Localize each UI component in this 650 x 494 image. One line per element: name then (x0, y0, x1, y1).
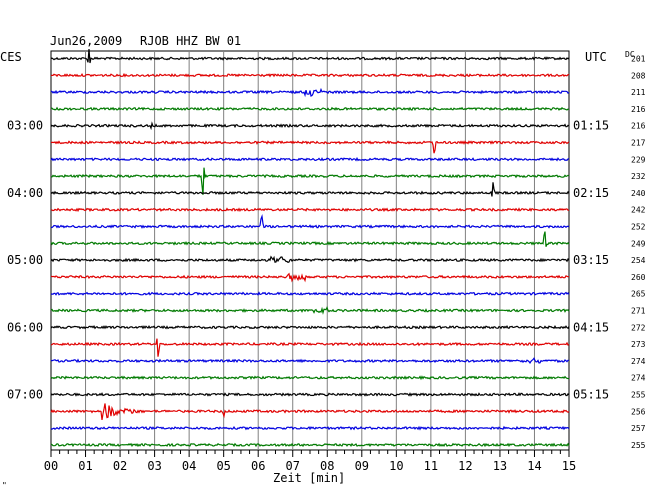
x-axis-label: Zeit [min] (273, 471, 345, 485)
header-station: RJOB HHZ BW 01 (140, 34, 241, 48)
left-time-label: 03:00 (7, 119, 43, 133)
trace-row-13 (50, 272, 570, 283)
trace-row-8 (50, 182, 570, 197)
dc-offset-label: 257 (631, 424, 646, 433)
x-tick-label: 07 (286, 459, 300, 473)
time-labels: 03:00 04:00 05:00 06:00 07:00 01:15 02:15 03:15… (7, 119, 609, 402)
trace-row-10 (50, 214, 570, 229)
x-axis-ticks: 00 01 02 03 04 05 06 07 08 09 10 11 12 13 14 15 (44, 450, 576, 473)
dc-offset-label: 271 (631, 307, 646, 316)
dc-offset-label: 265 (631, 290, 646, 299)
left-time-label: 06:00 (7, 320, 43, 334)
dc-offset-label: 217 (631, 139, 646, 148)
dc-offset-label: 216 (631, 105, 646, 114)
trace-row-9 (50, 207, 570, 213)
trace-row-12 (50, 255, 570, 263)
trace-row-14 (50, 291, 570, 296)
x-tick-label: 00 (44, 459, 58, 473)
trace-row-18 (50, 357, 569, 364)
dc-offset-label: 249 (631, 239, 646, 248)
dc-offset-label: 255 (631, 391, 646, 400)
right-time-label: 02:15 (573, 186, 609, 200)
dc-header-label: DC (625, 50, 635, 59)
x-tick-label: 15 (562, 459, 576, 473)
plot-frame (50, 50, 570, 451)
dc-offset-label: 211 (631, 88, 646, 97)
trace-row-20 (50, 392, 570, 397)
trace-row-3 (50, 106, 570, 112)
dc-offset-label: 254 (631, 256, 646, 265)
trace-row-19 (50, 375, 570, 381)
dc-offset-label: 260 (631, 273, 646, 282)
trace-row-22 (50, 425, 570, 431)
left-time-label: 04:00 (7, 186, 43, 200)
dc-offset-label: 240 (631, 189, 646, 198)
x-tick-label: 14 (527, 459, 541, 473)
trace-row-6 (50, 156, 570, 162)
trace-row-1 (50, 72, 570, 78)
x-tick-label: 06 (251, 459, 265, 473)
right-time-label: 01:15 (573, 119, 609, 133)
dc-offset-label: 273 (631, 340, 646, 349)
right-timezone-label: UTC (585, 50, 607, 64)
x-tick-label: 08 (320, 459, 334, 473)
x-tick-label: 09 (355, 459, 369, 473)
trace-row-21 (50, 403, 570, 420)
x-tick-label: 03 (147, 459, 161, 473)
x-tick-label: 13 (493, 459, 507, 473)
trace-row-23 (50, 442, 570, 448)
trace-row-16 (50, 324, 570, 330)
trace-row-5 (50, 140, 570, 154)
trace-row-17 (50, 338, 570, 357)
seismic-traces: 201 208 211 216 216 217 229 232 240 242 252 249 254 2… (50, 48, 646, 450)
dc-offset-label: 208 (631, 71, 646, 80)
x-tick-label: 10 (389, 459, 403, 473)
x-tick-label: 04 (182, 459, 196, 473)
dc-offset-label: 256 (631, 407, 646, 416)
left-timezone-label: CES (0, 50, 22, 64)
dc-offset-label: 274 (631, 374, 646, 383)
header-date: Jun26,2009 (50, 34, 122, 48)
trace-row-0 (50, 48, 570, 64)
right-time-label: 05:15 (573, 388, 609, 402)
corner-mark: " (2, 481, 7, 490)
trace-row-4 (50, 121, 570, 131)
dc-offset-label: 201 (631, 55, 646, 64)
dc-offset-label: 232 (631, 172, 646, 181)
x-tick-label: 05 (216, 459, 230, 473)
dc-offset-label: 229 (631, 155, 646, 164)
right-time-label: 03:15 (573, 253, 609, 267)
x-tick-label: 11 (424, 459, 438, 473)
left-time-label: 07:00 (7, 388, 43, 402)
dc-offset-label: 274 (631, 357, 646, 366)
plot-border (50, 50, 570, 451)
trace-row-15 (50, 306, 570, 315)
x-tick-label: 02 (113, 459, 127, 473)
minute-gridlines (85, 51, 535, 450)
x-tick-label: 12 (458, 459, 472, 473)
dc-offset-label: 252 (631, 223, 646, 232)
dc-offset-label: 255 (631, 441, 646, 450)
dc-offset-label: 216 (631, 122, 646, 131)
trace-row-11 (50, 231, 570, 247)
left-time-label: 05:00 (7, 253, 43, 267)
dc-offset-label: 242 (631, 206, 646, 215)
dc-offset-label: 272 (631, 323, 646, 332)
trace-row-2 (50, 87, 570, 98)
right-time-label: 04:15 (573, 320, 609, 334)
trace-row-7 (50, 167, 570, 195)
x-tick-label: 01 (78, 459, 92, 473)
